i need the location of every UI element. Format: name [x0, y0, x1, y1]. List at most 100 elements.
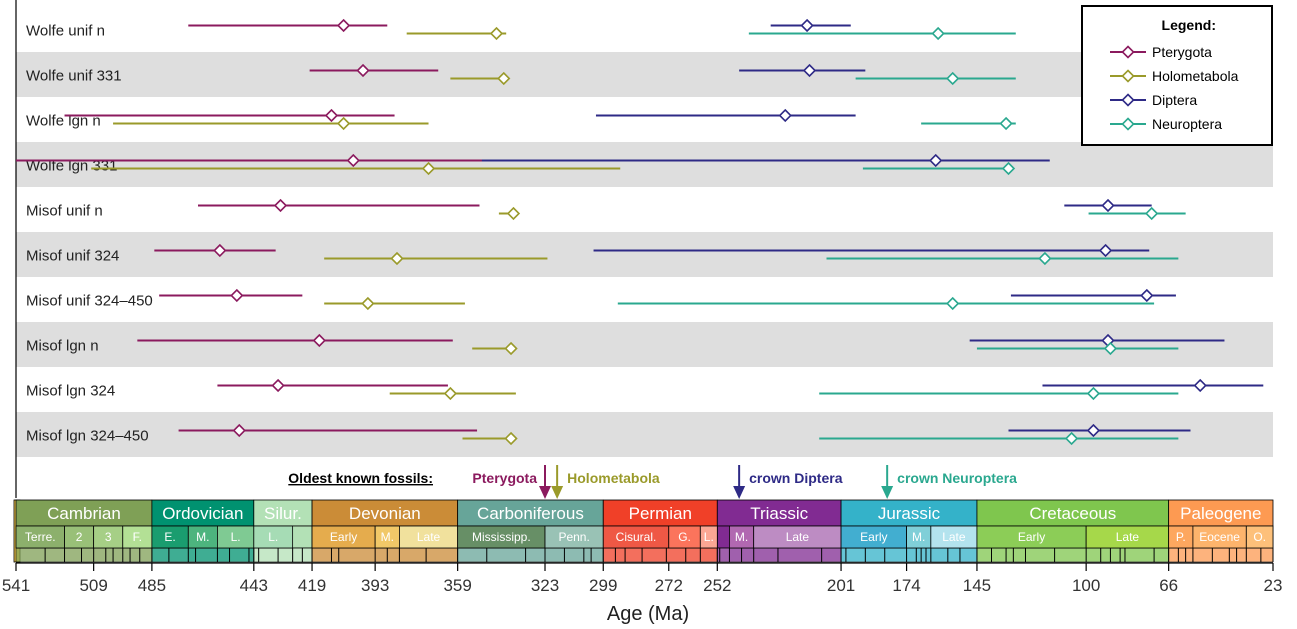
period-label: Ordovician: [162, 504, 243, 523]
period-label: Paleogene: [1180, 504, 1261, 523]
period-box: [311, 499, 459, 527]
subdivision-label: M.: [735, 530, 748, 544]
interval-point: [946, 71, 960, 86]
legend-item: Diptera: [1110, 92, 1197, 108]
period-label: Triassic: [750, 504, 808, 523]
interval-point: [999, 116, 1013, 131]
subdivision: M.: [187, 525, 218, 549]
row-bands: [16, 52, 1273, 457]
interval-point: [1140, 288, 1154, 303]
fossil-label: Pterygota: [472, 470, 537, 486]
subdivision-label: L.: [231, 530, 241, 544]
subdivision-label: Early: [1018, 530, 1045, 544]
interval-point: [1145, 206, 1159, 221]
subdivision-label: Late: [417, 530, 441, 544]
interval-holometabola: [324, 251, 548, 266]
subdivision-label: Late: [1116, 530, 1140, 544]
fossil-marker: Holometabola: [551, 465, 660, 499]
interval-point: [497, 71, 511, 86]
x-tick-label: 485: [138, 576, 166, 595]
x-tick-label: 23: [1264, 576, 1283, 595]
fossil-marker: crown Diptera: [733, 465, 843, 499]
interval-pterygota: [309, 63, 439, 78]
subdivision-label: Terre.: [25, 530, 56, 544]
subdivision: Penn.: [544, 525, 604, 549]
interval-point: [356, 63, 370, 78]
subdivision: M.: [374, 525, 400, 549]
interval-point: [506, 206, 521, 221]
subdivision-label: F.: [133, 530, 142, 544]
period-label: Devonian: [349, 504, 421, 523]
subdivision: Late: [1085, 525, 1170, 549]
fossil-label: crown Diptera: [749, 470, 843, 486]
geologic-timescale: Cambrian Ordovician Silur. Devonian Carbonif…: [13, 499, 1274, 563]
interval-point: [1086, 423, 1101, 438]
x-tick-label: 174: [892, 576, 920, 595]
subdivision: L.: [253, 525, 294, 549]
subdivision-label: Cisural.: [616, 530, 657, 544]
subdivision: Early: [840, 525, 907, 549]
subdivision-label: G.: [678, 530, 691, 544]
row-label: Wolfe lgn 331: [26, 158, 117, 175]
stage-strip: [253, 547, 313, 563]
legend-label: Neuroptera: [1152, 116, 1222, 132]
x-tick-label: 299: [589, 576, 617, 595]
interval-neuroptera: [855, 71, 1016, 86]
period-box: [151, 499, 255, 527]
legend-item: Pterygota: [1110, 44, 1212, 60]
interval-holometabola: [113, 116, 429, 131]
stage-strip: [457, 547, 604, 563]
subdivision: G.: [668, 525, 701, 549]
interval-diptera: [1064, 198, 1152, 213]
stage-strip: [15, 547, 153, 563]
row-label: Wolfe lgn n: [26, 113, 101, 130]
interval-point: [213, 243, 227, 258]
fossil-arrow-head: [881, 486, 894, 499]
interval-neuroptera: [1088, 206, 1186, 221]
subdivision-label: L.: [268, 530, 278, 544]
stage-strip: [1168, 547, 1274, 563]
interval-diptera: [481, 153, 1050, 168]
interval-point: [312, 333, 326, 348]
legend-title: Legend:: [1162, 17, 1216, 33]
interval-neuroptera: [819, 386, 1179, 401]
x-tick-label: 541: [2, 576, 30, 595]
period-box: [602, 499, 718, 527]
interval-pterygota: [217, 378, 448, 393]
x-tick-label: 100: [1072, 576, 1100, 595]
interval-point: [346, 153, 360, 168]
interval-point: [1086, 386, 1101, 401]
period-label: Permian: [629, 504, 692, 523]
subdivision: L.: [699, 525, 718, 549]
row-labels: Wolfe unif n Wolfe unif 331 Wolfe lgn n Wol…: [26, 23, 153, 445]
subdivision-label: E.: [164, 530, 175, 544]
subdivision-label: Mississipp.: [472, 530, 531, 544]
x-tick-label: 201: [827, 576, 855, 595]
row-band: [16, 322, 1273, 367]
interval-diptera: [1008, 423, 1191, 438]
subdivision-label: 3: [105, 530, 112, 544]
interval-point: [929, 153, 943, 168]
period-label: Jurassic: [878, 504, 941, 523]
row-label: Misof lgn n: [26, 338, 99, 355]
legend-marker: [1121, 93, 1135, 107]
stage-strip: [151, 547, 255, 563]
fossil-arrow-head: [733, 486, 746, 499]
x-tick-label: 252: [703, 576, 731, 595]
stage-strip: [840, 547, 978, 563]
subdivision-label: Late: [942, 530, 966, 544]
interval-diptera: [1042, 378, 1264, 393]
x-tick-label: 509: [79, 576, 107, 595]
period-box: [976, 499, 1170, 527]
x-axis-title: Age (Ma): [607, 603, 689, 625]
subdivision: Eocene: [1192, 525, 1247, 549]
interval-point: [271, 378, 285, 393]
interval-neuroptera: [921, 116, 1016, 131]
interval-pterygota: [154, 243, 276, 258]
subdivision-label: O.: [1253, 530, 1266, 544]
subdivision-label: Eocene: [1199, 530, 1240, 544]
interval-holometabola: [406, 26, 507, 41]
x-tick-label: 443: [240, 576, 268, 595]
interval-point: [1098, 243, 1113, 258]
subdivision-label: Early: [860, 530, 887, 544]
